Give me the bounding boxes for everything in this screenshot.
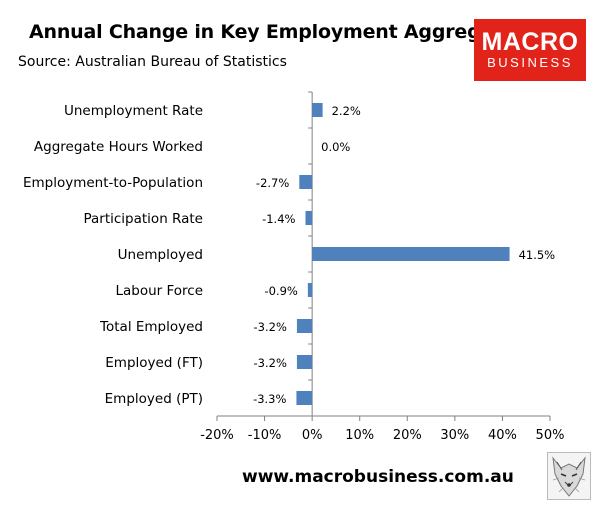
bar [312,247,510,261]
category-label: Employment-to-Population [23,175,203,191]
category-label: Labour Force [115,283,203,299]
category-label: Aggregate Hours Worked [34,139,203,155]
wolf-icon [547,452,591,500]
data-label: -1.4% [262,212,295,226]
x-tick-label: 50% [536,428,565,443]
website-url: www.macrobusiness.com.au [242,467,514,487]
category-label: Unemployed [118,247,203,263]
chart-title: Annual Change in Key Employment Aggregat… [29,21,526,43]
x-tick-label: 0% [302,428,323,443]
logo-text-bottom: BUSINESS [487,55,573,70]
bar [312,103,323,117]
x-tick-label: -10% [248,428,282,443]
bar [307,283,313,297]
data-label: 2.2% [332,104,361,118]
chart-source: Source: Australian Bureau of Statistics [18,54,287,70]
category-label: Unemployment Rate [64,103,203,119]
x-tick-label: 40% [488,428,517,443]
bar [305,211,313,225]
data-label: -3.3% [253,392,286,406]
bar [296,355,313,369]
x-tick-label: 30% [440,428,469,443]
category-label: Employed (FT) [105,355,203,371]
category-label: Employed (PT) [105,391,203,407]
data-label: -3.2% [254,356,287,370]
bar [299,175,313,189]
data-label: 41.5% [519,248,556,262]
macrobusiness-logo: MACRO BUSINESS [474,19,586,81]
x-tick-label: -20% [200,428,234,443]
category-label: Participation Rate [83,211,203,227]
logo-text-top: MACRO [481,28,579,56]
data-label: -3.2% [254,320,287,334]
x-tick-label: 10% [345,428,374,443]
category-label: Total Employed [99,319,203,335]
bar [296,319,313,333]
data-label: -0.9% [264,284,297,298]
data-label: -2.7% [256,176,289,190]
data-label: 0.0% [321,140,350,154]
x-tick-label: 20% [393,428,422,443]
bar [296,391,313,405]
